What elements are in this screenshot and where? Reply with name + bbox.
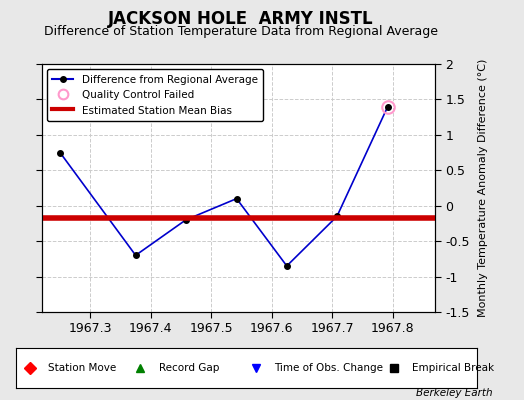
- Y-axis label: Monthly Temperature Anomaly Difference (°C): Monthly Temperature Anomaly Difference (…: [478, 59, 488, 317]
- Text: Record Gap: Record Gap: [159, 363, 219, 373]
- Text: Station Move: Station Move: [48, 363, 116, 373]
- Text: Difference of Station Temperature Data from Regional Average: Difference of Station Temperature Data f…: [44, 25, 438, 38]
- Text: JACKSON HOLE  ARMY INSTL: JACKSON HOLE ARMY INSTL: [108, 10, 374, 28]
- Legend: Difference from Regional Average, Quality Control Failed, Estimated Station Mean: Difference from Regional Average, Qualit…: [47, 69, 263, 121]
- Text: Berkeley Earth: Berkeley Earth: [416, 388, 493, 398]
- Text: Time of Obs. Change: Time of Obs. Change: [274, 363, 383, 373]
- Text: Empirical Break: Empirical Break: [412, 363, 495, 373]
